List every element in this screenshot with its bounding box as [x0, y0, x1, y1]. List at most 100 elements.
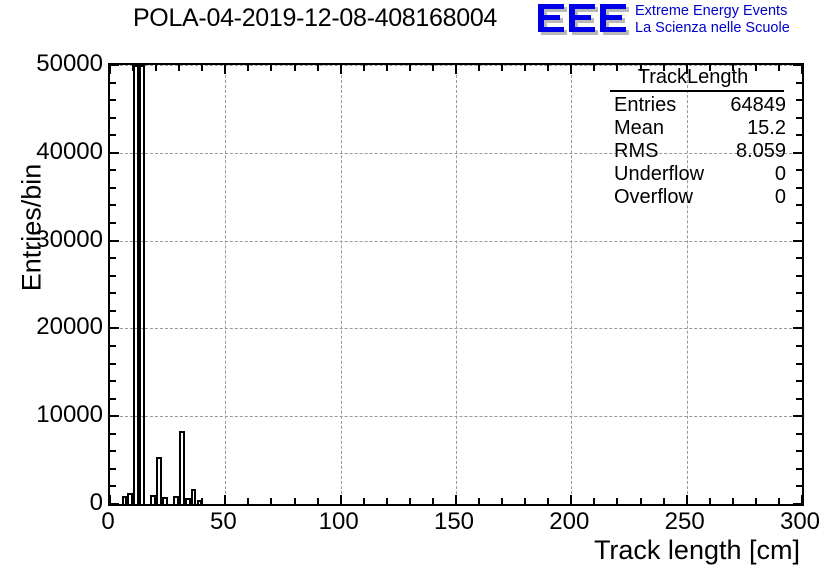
- axis-tick: [796, 309, 802, 312]
- axis-tick: [777, 498, 780, 504]
- y-axis-tick-label: 0: [89, 489, 103, 516]
- axis-tick: [110, 503, 119, 504]
- axis-tick: [293, 65, 296, 71]
- axis-tick: [110, 134, 116, 137]
- axis-tick: [796, 134, 802, 137]
- axis-tick: [478, 65, 481, 71]
- axis-tick: [110, 116, 116, 119]
- axis-tick: [796, 222, 802, 225]
- eee-logo-line1: Extreme Energy Events: [635, 3, 788, 19]
- stats-row: Entries 64849: [594, 94, 792, 117]
- axis-tick: [110, 362, 116, 365]
- axis-tick: [685, 65, 688, 74]
- axis-tick: [110, 99, 116, 102]
- histogram-bar: [161, 496, 168, 504]
- x-axis-tick-label: 250: [664, 508, 705, 535]
- axis-tick: [385, 498, 388, 504]
- axis-tick: [110, 186, 116, 189]
- y-axis-tick-label: 40000: [36, 137, 103, 165]
- axis-tick: [110, 222, 116, 225]
- axis-tick: [796, 344, 802, 347]
- axis-tick: [270, 65, 273, 71]
- x-axis-title: Track length [cm]: [593, 535, 800, 565]
- plot-area: [110, 65, 802, 504]
- axis-tick: [796, 186, 802, 189]
- gridline-vertical: [456, 65, 457, 504]
- axis-tick: [110, 432, 116, 435]
- gridline-vertical: [571, 65, 573, 504]
- axis-tick: [796, 116, 802, 119]
- axis-tick: [110, 485, 116, 488]
- stats-row: Mean 15.2: [594, 117, 792, 140]
- axis-tick: [501, 65, 504, 71]
- eee-logo: Extreme Energy Events La Scienza nelle S…: [538, 1, 790, 37]
- axis-tick: [110, 495, 111, 504]
- eee-logo-letter: [538, 4, 567, 35]
- histogram-bar: [179, 431, 185, 504]
- y-axis-tick-label: 30000: [36, 225, 103, 253]
- axis-tick: [110, 327, 119, 330]
- y-axis-tick-labels: 0 10000 20000 30000 40000 50000: [0, 0, 103, 572]
- axis-tick: [639, 65, 642, 71]
- axis-tick: [547, 65, 550, 71]
- x-axis-tick-label: 50: [209, 508, 237, 535]
- axis-tick: [339, 65, 342, 74]
- axis-tick: [793, 503, 802, 504]
- axis-tick: [796, 81, 802, 84]
- axis-tick: [247, 498, 250, 504]
- axis-tick: [110, 151, 119, 154]
- histogram-bar: [127, 493, 134, 504]
- axis-tick: [362, 65, 365, 71]
- axis-tick: [110, 204, 116, 207]
- axis-tick: [431, 498, 434, 504]
- axis-tick: [593, 498, 596, 504]
- axis-tick: [801, 495, 802, 504]
- stats-row-value: 15.2: [747, 117, 786, 139]
- axis-tick: [431, 65, 434, 71]
- x-axis-tick-label: 0: [101, 508, 115, 535]
- axis-tick: [478, 498, 481, 504]
- stats-title-rule: [610, 90, 784, 92]
- axis-tick: [777, 65, 780, 71]
- x-axis-tick-label: 300: [779, 508, 821, 535]
- stats-row: Overflow 0: [594, 186, 792, 209]
- eee-logo-mark: [538, 1, 630, 35]
- eee-logo-letter: [569, 4, 598, 35]
- axis-tick: [708, 65, 711, 71]
- axis-tick: [570, 65, 573, 74]
- axis-tick: [796, 450, 802, 453]
- y-axis-tick-label: 50000: [36, 50, 103, 77]
- x-axis-tick-label: 150: [433, 508, 475, 535]
- x-axis-tick-label: 200: [549, 508, 590, 535]
- axis-tick: [455, 65, 457, 74]
- axis-tick: [793, 415, 802, 418]
- stats-row-key: Entries: [614, 94, 677, 116]
- axis-tick: [362, 498, 365, 504]
- stats-row-key: Mean: [614, 117, 665, 139]
- axis-tick: [501, 498, 504, 504]
- axis-tick: [570, 495, 573, 504]
- histogram-bar: [156, 456, 162, 504]
- axis-tick: [110, 274, 116, 277]
- axis-tick: [796, 432, 802, 435]
- axis-tick: [616, 65, 619, 71]
- axis-tick: [201, 65, 204, 71]
- axis-tick: [110, 169, 116, 172]
- histogram-bar: [138, 65, 145, 504]
- axis-tick: [796, 257, 802, 260]
- axis-tick: [793, 151, 802, 154]
- axis-tick: [731, 65, 734, 71]
- axis-tick: [796, 380, 802, 383]
- axis-tick: [155, 65, 158, 71]
- axis-tick: [110, 65, 111, 74]
- axis-tick: [247, 65, 250, 71]
- axis-tick: [110, 397, 116, 400]
- axis-tick: [110, 81, 116, 84]
- axis-tick: [796, 467, 802, 470]
- axis-tick: [708, 498, 711, 504]
- axis-tick: [408, 65, 411, 71]
- eee-logo-letter-glyph: [538, 4, 564, 32]
- axis-tick: [796, 274, 802, 277]
- axis-tick: [796, 362, 802, 365]
- stats-row-value: 0: [774, 163, 786, 185]
